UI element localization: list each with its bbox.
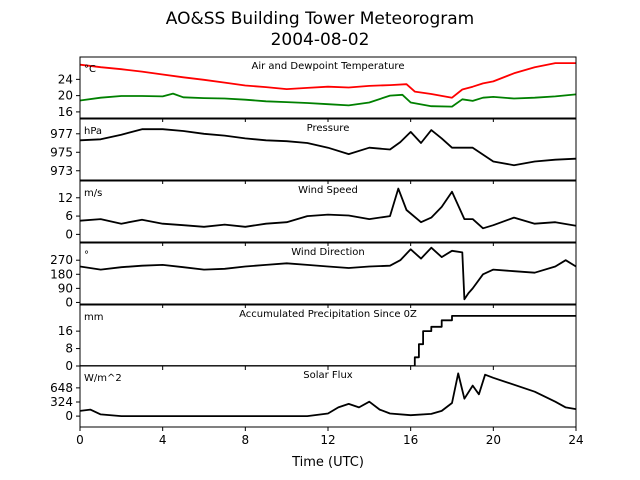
temperature-y-tick-label: 20 [58, 89, 73, 103]
precipitation-panel-title: Accumulated Precipitation Since 0Z [239, 309, 417, 320]
wind_direction-y-tick-label: 0 [65, 295, 73, 309]
temperature-panel-title: Air and Dewpoint Temperature [252, 61, 405, 72]
temperature-series-line-2 [80, 92, 576, 108]
precipitation-series-line-1 [80, 315, 576, 366]
precipitation-y-tick-label: 0 [65, 359, 73, 373]
wind_speed-panel-title: Wind Speed [298, 185, 358, 196]
precipitation-unit-label: mm [84, 312, 103, 323]
wind_speed-y-tick-label: 0 [65, 227, 73, 241]
precipitation-y-tick-label: 16 [58, 324, 73, 338]
panel-wind_speed: Wind Speed m/s 0 6 12 [58, 180, 577, 246]
panel-pressure: Pressure hPa 973 975 977 [50, 118, 577, 184]
wind_speed-unit-label: m/s [84, 188, 102, 199]
precipitation-y-tick-label: 8 [65, 342, 73, 356]
temperature-series-line-1 [80, 62, 576, 99]
chart-title: AO&SS Building Tower Meteorogram [166, 9, 474, 29]
pressure-y-tick-label: 975 [50, 145, 73, 159]
pressure-y-tick-label: 973 [50, 164, 73, 178]
x-tick-label: 20 [486, 433, 501, 447]
x-tick-label: 16 [403, 433, 418, 447]
x-axis-label: Time (UTC) [291, 455, 364, 470]
solar_flux-y-tick-label: 648 [50, 381, 73, 395]
x-tick-label: 4 [159, 433, 167, 447]
wind_direction-y-tick-label: 270 [50, 253, 73, 267]
pressure-panel-title: Pressure [307, 123, 350, 134]
temperature-y-tick-label: 24 [58, 72, 73, 86]
chart-date: 2004-08-02 [271, 30, 370, 50]
temperature-unit-label: °C [84, 64, 96, 75]
solar_flux-unit-label: W/m^2 [84, 373, 122, 384]
panels: Air and Dewpoint Temperature °C 16 20 24 Pres… [50, 56, 577, 431]
wind_speed-series-line-1 [80, 187, 576, 230]
wind_direction-panel-title: Wind Direction [291, 247, 365, 258]
pressure-unit-label: hPa [84, 126, 102, 137]
wind_direction-series-line-1 [80, 246, 576, 301]
x-tick-label: 8 [242, 433, 250, 447]
solar_flux-series-line-1 [80, 372, 576, 417]
x-axis: 0 4 8 12 16 20 24 [76, 433, 583, 447]
wind_direction-unit-label: ° [84, 250, 89, 261]
x-tick-label: 12 [320, 433, 335, 447]
solar_flux-y-tick-label: 324 [50, 395, 73, 409]
panel-precipitation: Accumulated Precipitation Since 0Z mm 0 8 16 [58, 304, 577, 373]
temperature-y-tick-label: 16 [58, 105, 73, 119]
x-tick-label: 24 [568, 433, 583, 447]
wind_direction-y-tick-label: 180 [50, 267, 73, 281]
x-tick-label: 0 [76, 433, 84, 447]
wind_speed-y-tick-label: 12 [58, 191, 73, 205]
panel-temperature: Air and Dewpoint Temperature °C 16 20 24 [58, 56, 577, 122]
wind_speed-y-tick-label: 6 [65, 209, 73, 223]
pressure-y-tick-label: 977 [50, 127, 73, 141]
solar_flux-panel-title: Solar Flux [303, 370, 353, 381]
solar_flux-y-tick-label: 0 [65, 409, 73, 423]
wind_direction-y-tick-label: 90 [58, 281, 73, 295]
pressure-series-line-1 [80, 128, 576, 167]
